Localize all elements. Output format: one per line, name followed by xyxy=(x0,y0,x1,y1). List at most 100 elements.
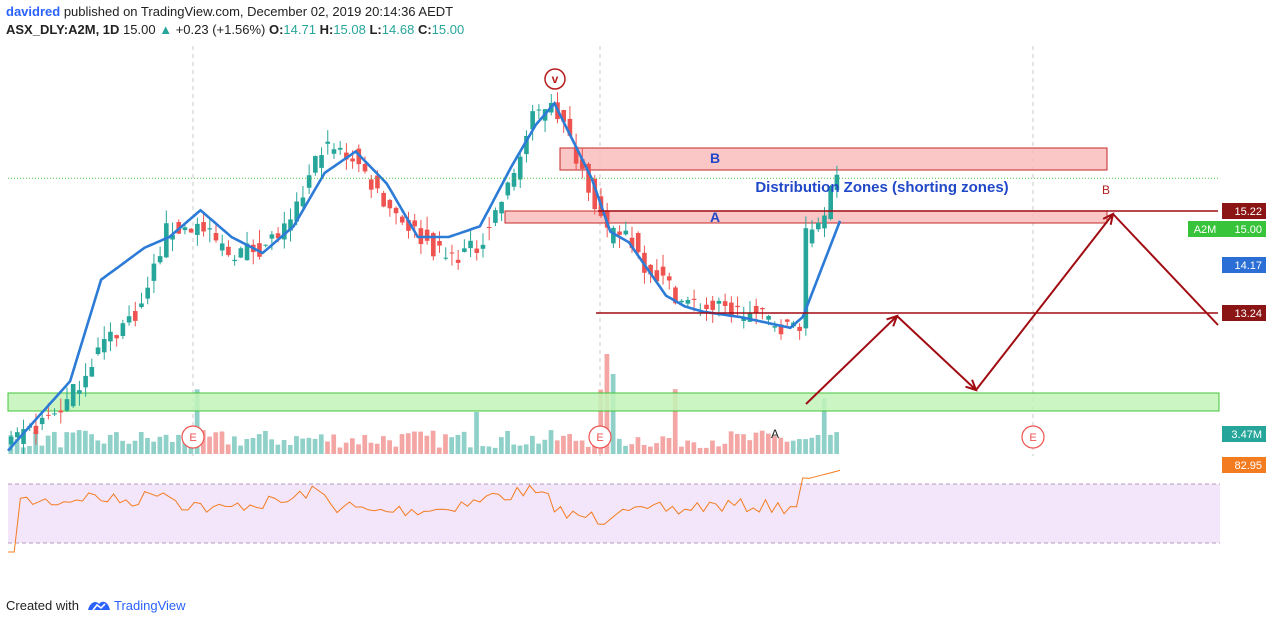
candle xyxy=(722,293,728,315)
change-arrow-icon: ▲ xyxy=(159,22,173,37)
candle-body xyxy=(716,300,722,304)
volume-bar xyxy=(666,437,672,454)
volume-bar xyxy=(250,437,256,454)
candle xyxy=(586,162,591,201)
candle-body xyxy=(815,222,821,230)
peak-marker-icon xyxy=(544,68,566,90)
candle-body xyxy=(629,237,635,249)
candle xyxy=(281,211,287,249)
volume-bar xyxy=(511,444,517,454)
volume-bar xyxy=(486,446,492,454)
candle xyxy=(257,229,262,260)
candle-body xyxy=(710,300,716,310)
volume-bar xyxy=(194,389,200,454)
published-text: published on TradingView.com, December 0… xyxy=(63,4,454,19)
candle-body xyxy=(524,135,529,155)
candle xyxy=(468,229,473,258)
candle-body xyxy=(735,305,740,308)
volume-bar xyxy=(325,441,330,454)
candle-body xyxy=(164,223,169,258)
candle-body xyxy=(660,266,666,276)
volume-bar xyxy=(765,433,771,454)
volume-bar xyxy=(343,442,349,454)
volume-bar xyxy=(176,434,181,454)
candle xyxy=(263,244,268,248)
candle-body xyxy=(300,197,306,207)
candle xyxy=(356,144,362,173)
volume-bar xyxy=(492,447,498,454)
candle-body xyxy=(263,244,268,246)
candle-body xyxy=(505,182,511,196)
candle xyxy=(660,254,666,285)
author-name[interactable]: davidred xyxy=(6,4,61,19)
tradingview-brand[interactable]: TradingView xyxy=(114,598,186,613)
candle-body xyxy=(486,226,492,228)
volume-bar xyxy=(499,437,504,454)
projection-segment xyxy=(1112,213,1219,326)
volume-bar xyxy=(598,389,604,454)
close-value: 15.00 xyxy=(431,22,465,37)
axis-label-rsi-bg xyxy=(1222,457,1266,473)
volume-bar xyxy=(306,437,312,454)
volume-bar xyxy=(679,446,684,454)
candle xyxy=(486,217,492,241)
candle xyxy=(126,305,132,326)
candle-body xyxy=(313,156,318,173)
point-b-label: B xyxy=(1102,183,1110,197)
high-label: H: xyxy=(319,22,334,37)
candle-body xyxy=(511,172,517,187)
volume-bar xyxy=(76,430,82,454)
candle-body xyxy=(567,118,573,136)
candle-body xyxy=(344,152,349,160)
candle xyxy=(654,259,660,282)
candle-body xyxy=(772,326,778,328)
candle-body xyxy=(623,230,629,235)
zones: BA xyxy=(7,147,1220,412)
candle xyxy=(170,222,175,252)
volume-bar xyxy=(629,444,635,454)
volume-bar xyxy=(778,437,784,454)
candle-body xyxy=(828,186,833,220)
volume-bar xyxy=(362,434,368,454)
close-label: C: xyxy=(417,22,432,37)
earnings-marker-icon xyxy=(588,425,612,449)
volume-bar xyxy=(225,444,231,454)
volume-bar xyxy=(157,436,163,454)
volume-bar xyxy=(256,434,262,454)
volume-bar xyxy=(83,430,88,454)
volume-bar xyxy=(623,445,628,454)
candle xyxy=(95,337,101,356)
volume-bar xyxy=(101,443,107,454)
candle xyxy=(132,301,138,327)
candle xyxy=(399,214,405,226)
volume-bar xyxy=(443,434,448,454)
candle xyxy=(592,175,598,215)
volume-bar xyxy=(27,446,32,454)
candle xyxy=(573,133,579,171)
candle xyxy=(828,184,833,221)
candle-body xyxy=(673,287,678,304)
volume-bar xyxy=(505,430,510,454)
symbol-name: ASX_DLY:A2M, 1D xyxy=(6,22,120,37)
tradingview-logo-icon[interactable] xyxy=(87,598,111,615)
volume-bar xyxy=(182,440,188,454)
candle xyxy=(809,220,815,248)
volume-bar xyxy=(561,435,566,454)
candle xyxy=(729,296,734,323)
volume-bar xyxy=(213,432,219,454)
candle-body xyxy=(474,248,480,253)
volume-bar xyxy=(703,447,709,454)
volume-bar xyxy=(312,438,318,454)
candle xyxy=(499,201,504,221)
axis-label-rsi-text: 82.95 xyxy=(1234,460,1262,472)
candle xyxy=(368,174,374,199)
volume-bar xyxy=(163,434,169,454)
candle xyxy=(238,246,244,259)
candle-body xyxy=(132,311,138,321)
volume-bar xyxy=(610,374,616,454)
candle xyxy=(219,234,225,257)
candle-body xyxy=(431,233,436,257)
candle-body xyxy=(288,219,293,231)
